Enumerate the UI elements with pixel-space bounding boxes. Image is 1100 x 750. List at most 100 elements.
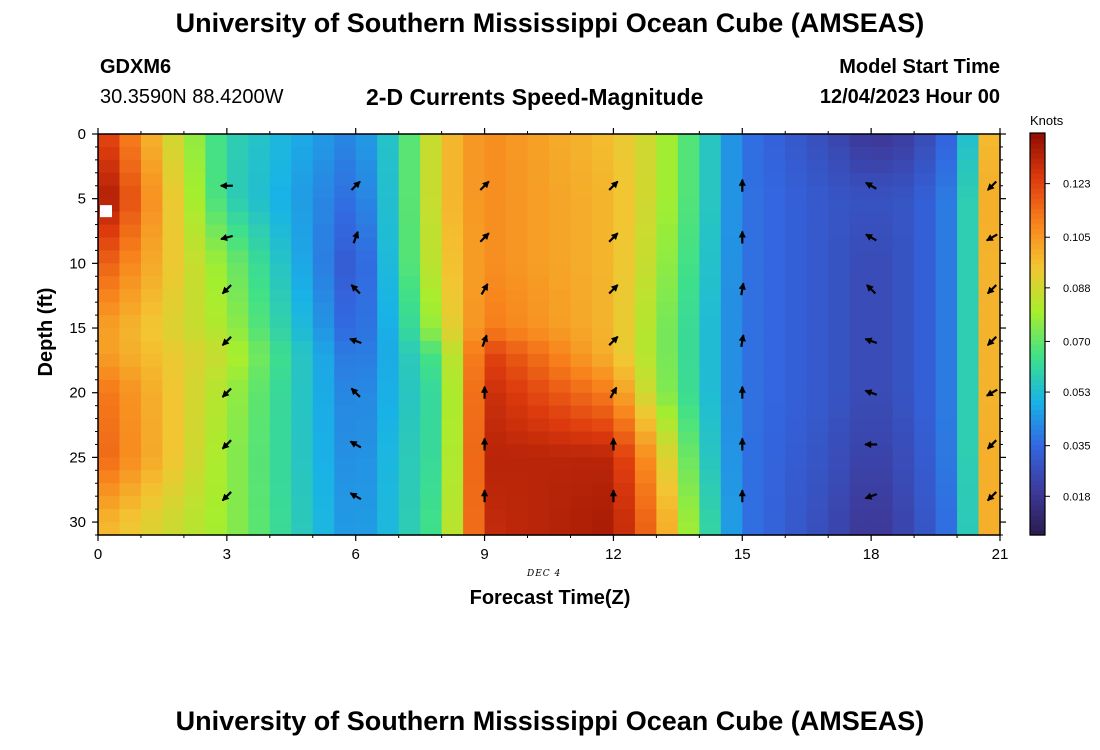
heatmap-cell bbox=[398, 315, 421, 329]
heatmap-cell bbox=[119, 289, 142, 303]
heatmap-cell bbox=[140, 522, 164, 536]
heatmap-cell bbox=[420, 496, 443, 510]
heatmap-cell bbox=[377, 237, 400, 252]
heatmap-cell bbox=[441, 276, 464, 290]
heatmap-cell bbox=[291, 146, 314, 161]
heatmap-cell bbox=[677, 328, 700, 342]
heatmap-cell bbox=[420, 224, 443, 239]
heatmap-cell bbox=[527, 496, 550, 510]
heatmap-cell bbox=[549, 366, 572, 381]
heatmap-cell bbox=[183, 509, 206, 523]
heatmap-cell bbox=[398, 146, 421, 161]
heatmap-cell bbox=[978, 146, 1001, 161]
heatmap-cell bbox=[720, 146, 743, 161]
heatmap-cell bbox=[742, 211, 765, 226]
heatmap-cell bbox=[226, 289, 249, 303]
heatmap-cell bbox=[355, 276, 378, 290]
heatmap-cell bbox=[677, 366, 700, 381]
current-vector-arrow bbox=[608, 284, 619, 295]
heatmap-cell bbox=[677, 172, 700, 187]
heatmap-cell bbox=[763, 159, 786, 174]
heatmap-cell bbox=[119, 198, 142, 213]
heatmap-cell bbox=[978, 198, 1001, 213]
heatmap-cell bbox=[699, 185, 722, 200]
heatmap-cell bbox=[957, 250, 980, 264]
heatmap-cell bbox=[720, 366, 743, 381]
heatmap-cell bbox=[656, 522, 679, 536]
heatmap-cell bbox=[613, 340, 636, 355]
heatmap-cell bbox=[441, 431, 464, 446]
heatmap-cell bbox=[763, 496, 786, 510]
heatmap-cell bbox=[119, 405, 142, 420]
heatmap-cell bbox=[720, 457, 743, 471]
heatmap-cell bbox=[312, 185, 335, 200]
heatmap-cell bbox=[248, 444, 271, 458]
heatmap-cell bbox=[248, 483, 271, 497]
heatmap-cell bbox=[162, 470, 185, 484]
heatmap-cell bbox=[591, 457, 615, 471]
current-vector-arrow bbox=[864, 337, 878, 345]
heatmap-cell bbox=[763, 353, 786, 368]
current-vector-arrow bbox=[219, 182, 233, 190]
heatmap-cell bbox=[699, 509, 722, 523]
heatmap-cell bbox=[742, 418, 765, 433]
heatmap-cell bbox=[484, 353, 507, 368]
heatmap-cell bbox=[119, 353, 142, 368]
heatmap-cell bbox=[914, 315, 937, 329]
heatmap-cell bbox=[699, 470, 722, 484]
heatmap-cell bbox=[506, 483, 529, 497]
heatmap-cell bbox=[162, 134, 185, 148]
heatmap-cell bbox=[291, 159, 314, 174]
heatmap-cell bbox=[162, 276, 185, 290]
heatmap-cell bbox=[140, 340, 164, 355]
heatmap-cell bbox=[205, 366, 228, 381]
heatmap-cell bbox=[291, 211, 314, 226]
heatmap-cell bbox=[806, 302, 829, 316]
heatmap-cell bbox=[119, 263, 142, 277]
heatmap-cell bbox=[549, 172, 572, 187]
heatmap-cell bbox=[140, 470, 164, 484]
heatmap-cell bbox=[656, 211, 679, 226]
heatmap-cell bbox=[914, 211, 937, 226]
heatmap-cell bbox=[699, 250, 722, 264]
current-vector-arrow bbox=[480, 283, 489, 295]
heatmap-cell bbox=[506, 522, 529, 536]
heatmap-cell bbox=[849, 353, 872, 368]
heatmap-cell bbox=[613, 159, 636, 174]
heatmap-cell bbox=[957, 496, 980, 510]
colorbar-segment bbox=[1030, 494, 1045, 501]
y-tick-label: 0 bbox=[78, 126, 86, 143]
heatmap-cell bbox=[742, 522, 765, 536]
heatmap-cell bbox=[570, 172, 593, 187]
colorbar-tick-label: 0.035 bbox=[1063, 441, 1091, 453]
heatmap-cell bbox=[140, 289, 164, 303]
heatmap-cell bbox=[871, 340, 894, 355]
colorbar-segment bbox=[1030, 404, 1045, 410]
heatmap-cell bbox=[484, 392, 507, 407]
heatmap-cell bbox=[570, 302, 593, 316]
heatmap-cell bbox=[871, 159, 894, 174]
heatmap-cell bbox=[119, 496, 142, 510]
heatmap-cell bbox=[484, 340, 507, 355]
heatmap-cell bbox=[506, 353, 529, 368]
heatmap-cell bbox=[355, 263, 378, 277]
heatmap-cell bbox=[720, 431, 743, 446]
heatmap-cell bbox=[570, 470, 593, 484]
heatmap-cell bbox=[549, 159, 572, 174]
heatmap-cell bbox=[527, 457, 550, 471]
heatmap-cell bbox=[527, 340, 550, 355]
current-vector-arrow bbox=[738, 385, 746, 399]
heatmap-cell bbox=[463, 224, 486, 239]
heatmap-cell bbox=[355, 328, 378, 342]
current-vector-arrow bbox=[350, 284, 361, 295]
colorbar-segment bbox=[1030, 444, 1045, 451]
heatmap-cell bbox=[355, 315, 378, 329]
heatmap-cell bbox=[978, 302, 1001, 316]
heatmap-cell bbox=[98, 522, 121, 536]
heatmap-cell bbox=[957, 237, 980, 252]
heatmap-cell bbox=[506, 328, 529, 342]
heatmap-cell bbox=[162, 353, 185, 368]
heatmap-cell bbox=[205, 431, 228, 446]
colorbar-segment bbox=[1030, 474, 1045, 481]
current-vector-arrow bbox=[865, 181, 877, 190]
